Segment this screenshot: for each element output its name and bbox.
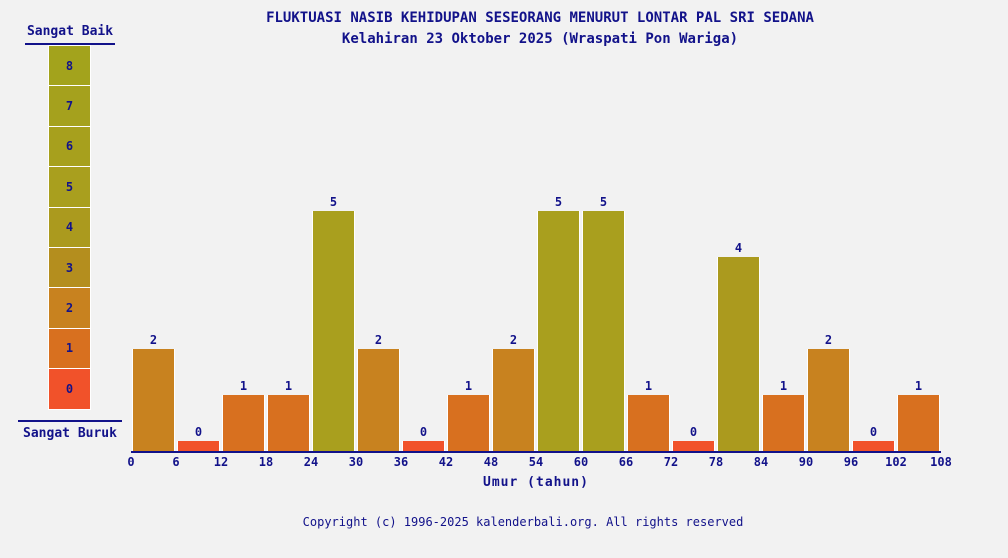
bar-value-label: 5 [329, 195, 338, 209]
x-tick-6: 6 [172, 455, 180, 469]
bar-value-label: 2 [509, 333, 518, 347]
bar [852, 441, 895, 451]
bar [492, 349, 535, 451]
bar-value-label: 2 [824, 333, 833, 347]
x-tick-96: 96 [843, 455, 859, 469]
x-axis-title: Umur (tahun) [483, 475, 589, 490]
legend-cell-3: 3 [48, 246, 91, 289]
x-tick-18: 18 [258, 455, 274, 469]
legend-cell-2: 2 [48, 287, 91, 329]
x-tick-84: 84 [753, 455, 769, 469]
bar-plot-area: 2 0 1 1 5 2 0 1 2 5 5 1 0 4 1 2 0 1 [131, 185, 943, 451]
bar [177, 441, 220, 451]
bar-value-label: 1 [914, 379, 923, 393]
legend-cell-6: 6 [48, 125, 91, 168]
bar-value-label: 1 [779, 379, 788, 393]
bar [357, 349, 400, 451]
bar-value-label: 0 [419, 425, 428, 439]
bar-value-label: 1 [644, 379, 653, 393]
copyright-text: Copyright (c) 1996-2025 kalenderbali.org… [302, 515, 744, 529]
x-tick-108: 108 [930, 455, 952, 469]
bar-bin-42-48: 1 [446, 379, 491, 451]
bar [717, 257, 760, 451]
bar-bin-36-42: 0 [401, 425, 446, 451]
bar [537, 211, 580, 451]
bar-bin-72-78: 0 [671, 425, 716, 451]
bar [897, 395, 940, 451]
x-tick-36: 36 [393, 455, 409, 469]
bar-value-label: 2 [149, 333, 158, 347]
chart-subtitle: Kelahiran 23 Oktober 2025 (Wraspati Pon … [341, 31, 739, 47]
legend-cell-0: 0 [48, 368, 91, 410]
bar-bin-24-30: 5 [311, 195, 356, 451]
bar-bin-66-72: 1 [626, 379, 671, 451]
x-tick-66: 66 [618, 455, 634, 469]
bar [762, 395, 805, 451]
bar-bin-90-96: 2 [806, 333, 851, 451]
legend-cell-4: 4 [48, 206, 91, 248]
bar [402, 441, 445, 451]
bar-bin-96-102: 0 [851, 425, 896, 451]
legend-cell-1: 1 [48, 327, 91, 370]
x-tick-48: 48 [483, 455, 499, 469]
bar [582, 211, 625, 451]
bar-bin-30-36: 2 [356, 333, 401, 451]
bar [627, 395, 670, 451]
bar [312, 211, 355, 451]
x-tick-12: 12 [213, 455, 229, 469]
bar-bin-84-90: 1 [761, 379, 806, 451]
x-tick-102: 102 [885, 455, 907, 469]
bar-bin-6-12: 0 [176, 425, 221, 451]
bar-value-label: 1 [239, 379, 248, 393]
bar-bin-60-66: 5 [581, 195, 626, 451]
bar-value-label: 0 [869, 425, 878, 439]
x-axis-line [131, 451, 941, 453]
bar-value-label: 1 [464, 379, 473, 393]
x-axis-ticks: 0 6 12 18 24 30 36 42 48 54 60 66 72 78 84 90 96 102 108 [127, 455, 951, 471]
chart-title: FLUKTUASI NASIB KEHIDUPAN SESEORANG MENU… [266, 10, 814, 26]
bar-bin-18-24: 1 [266, 379, 311, 451]
bar-bin-54-60: 5 [536, 195, 581, 451]
bar-bin-12-18: 1 [221, 379, 266, 451]
bar-value-label: 0 [194, 425, 203, 439]
x-tick-24: 24 [303, 455, 319, 469]
x-tick-72: 72 [663, 455, 679, 469]
bar-bin-102-108: 1 [896, 379, 941, 451]
bar-value-label: 0 [689, 425, 698, 439]
bar-value-label: 4 [734, 241, 743, 255]
legend-cell-7: 7 [48, 85, 91, 127]
x-tick-60: 60 [573, 455, 589, 469]
legend-cell-5: 5 [48, 166, 91, 208]
legend-label-worst: Sangat Buruk [18, 420, 122, 441]
x-tick-54: 54 [528, 455, 544, 469]
bar-value-label: 2 [374, 333, 383, 347]
bar [132, 349, 175, 451]
bar [267, 395, 310, 451]
legend-label-best: Sangat Baik [25, 24, 115, 45]
bar-value-label: 5 [554, 195, 563, 209]
legend-cell-8: 8 [48, 45, 91, 87]
x-tick-42: 42 [438, 455, 454, 469]
bar [447, 395, 490, 451]
bar-bin-78-84: 4 [716, 241, 761, 451]
x-tick-90: 90 [798, 455, 814, 469]
bar-bin-48-54: 2 [491, 333, 536, 451]
bar [222, 395, 265, 451]
x-tick-78: 78 [708, 455, 724, 469]
bar [807, 349, 850, 451]
x-tick-30: 30 [348, 455, 364, 469]
x-tick-0: 0 [127, 455, 135, 469]
bar-value-label: 5 [599, 195, 608, 209]
bar-bin-0-6: 2 [131, 333, 176, 451]
bar-value-label: 1 [284, 379, 293, 393]
bar [672, 441, 715, 451]
